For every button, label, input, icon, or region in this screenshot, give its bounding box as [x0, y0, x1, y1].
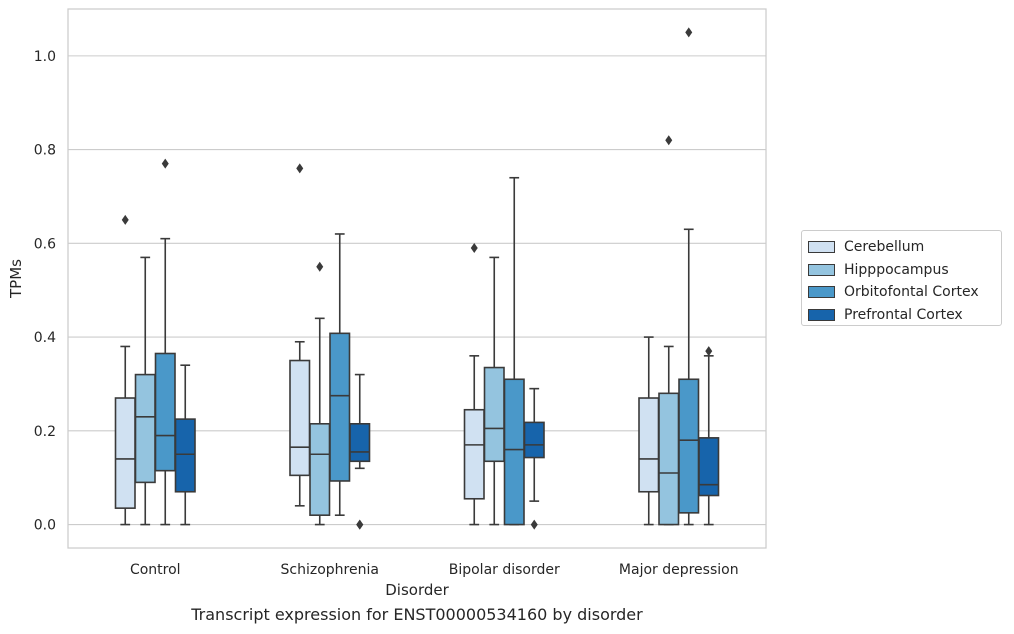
box-cerebellum	[289, 163, 311, 507]
legend-item-hippocampus: Hipppocampus	[808, 259, 1001, 282]
box-prefrontal-cortex	[174, 364, 196, 526]
y-tick-label: 0.6	[34, 236, 56, 252]
outlier-point	[705, 346, 713, 357]
y-tick-label: 0.8	[34, 143, 56, 159]
legend-swatch	[808, 263, 835, 276]
box-cerebellum	[114, 214, 136, 526]
box-iqr	[523, 421, 545, 459]
box-iqr	[114, 397, 136, 509]
legend-label: Hipppocampus	[844, 261, 949, 278]
outlier-point	[356, 519, 364, 530]
box-iqr	[154, 352, 176, 472]
outlier-point	[161, 158, 169, 169]
box-prefrontal-cortex	[523, 387, 545, 530]
box-cerebellum	[638, 336, 660, 526]
box-iqr	[463, 408, 485, 500]
legend-swatch	[808, 241, 835, 254]
legend-label: Prefrontal Cortex	[844, 306, 963, 323]
box-cerebellum	[463, 243, 485, 526]
legend-label: Orbitofontal Cortex	[844, 284, 979, 301]
x-tick-labels: Control Schizophrenia Bipolar disorder Majo…	[130, 562, 739, 578]
outlier-point	[530, 519, 538, 530]
box-iqr	[289, 359, 311, 477]
x-tick-label: Schizophrenia	[281, 562, 379, 578]
figure-caption: Transcript expression for ENST0000053416…	[191, 605, 643, 624]
box-hipppocampus	[658, 135, 680, 526]
y-tick-label: 0.0	[34, 518, 56, 534]
y-tick-label: 0.2	[34, 424, 56, 440]
legend: Cerebellum Hipppocampus Orbitofontal Cor…	[801, 230, 1002, 326]
box-orbitofontal-cortex	[503, 176, 525, 526]
box-orbitofontal-cortex	[154, 158, 176, 526]
box-iqr	[503, 378, 525, 526]
legend-item-prefrontal-cortex: Prefrontal Cortex	[808, 304, 1001, 327]
x-tick-label: Major depression	[619, 562, 739, 578]
legend-swatch	[808, 308, 835, 321]
y-axis-label: TPMs	[7, 259, 25, 299]
box-iqr	[698, 437, 720, 497]
y-tick-label: 1.0	[34, 49, 56, 65]
outlier-point	[470, 243, 478, 254]
legend-item-orbitofrontal-cortex: Orbitofontal Cortex	[808, 281, 1001, 304]
x-axis-label: Disorder	[385, 581, 449, 599]
outlier-point	[685, 27, 693, 38]
box-iqr	[174, 418, 196, 493]
box-iqr	[134, 373, 156, 484]
box-hipppocampus	[309, 261, 331, 526]
x-tick-label: Bipolar disorder	[449, 562, 560, 578]
box-orbitofontal-cortex	[678, 27, 700, 526]
legend-swatch	[808, 286, 835, 299]
box-iqr	[309, 422, 331, 516]
x-tick-label: Control	[130, 562, 181, 578]
box-iqr	[329, 332, 351, 482]
box-groups	[114, 27, 720, 530]
box-hipppocampus	[483, 256, 505, 526]
box-iqr	[638, 397, 660, 493]
outlier-point	[121, 214, 129, 225]
y-tick-labels: 0.0 0.2 0.4 0.6 0.8 1.0	[34, 49, 56, 534]
box-prefrontal-cortex	[698, 346, 720, 526]
box-prefrontal-cortex	[349, 373, 371, 530]
legend-item-cerebellum: Cerebellum	[808, 236, 1001, 259]
box-iqr	[678, 378, 700, 514]
outlier-point	[296, 163, 304, 174]
box-hipppocampus	[134, 256, 156, 526]
outlier-point	[665, 135, 673, 146]
box-orbitofontal-cortex	[329, 233, 351, 516]
plot-frame	[67, 8, 767, 549]
legend-label: Cerebellum	[844, 239, 925, 256]
y-tick-label: 0.4	[34, 330, 56, 346]
outlier-point	[316, 261, 324, 272]
box-iqr	[483, 366, 505, 463]
box-iqr	[658, 392, 680, 526]
box-iqr	[349, 422, 371, 463]
